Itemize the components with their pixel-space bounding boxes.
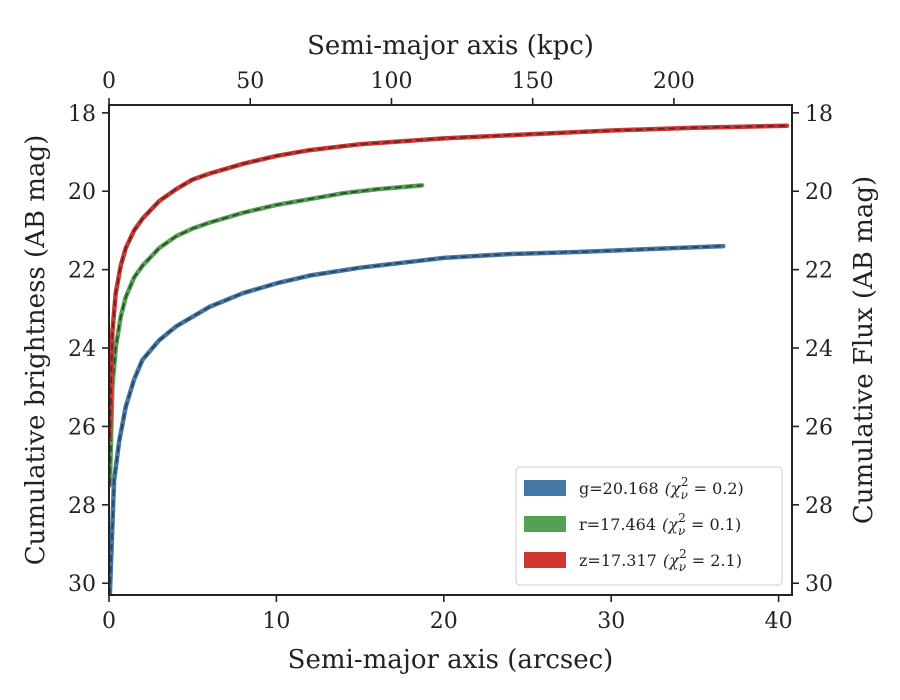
legend-chi-label: (χ: [663, 551, 680, 570]
model-line-z: [109, 124, 787, 439]
y-axis-title: Cumulative brightness (AB mag): [21, 135, 51, 566]
x-axis-title: Semi-major axis (arcsec): [288, 645, 614, 675]
legend-chi-label: (χ: [662, 515, 679, 534]
legend-chi-sub: ν: [678, 524, 685, 538]
legend-label-g: g=20.168 (χν2 = 0.2): [579, 475, 744, 502]
x-tick-label: 40: [765, 609, 793, 634]
legend-chi-value: = 0.1): [686, 515, 741, 534]
right-y-tick-label: 18: [805, 102, 833, 127]
legend-chi-sup: 2: [681, 475, 689, 489]
legend-swatch-g: [524, 480, 566, 496]
top-x-tick-label: 0: [102, 69, 116, 94]
plot-frame: [108, 104, 793, 596]
legend-label-r: r=17.464 (χν2 = 0.1): [579, 511, 741, 538]
top-x-tick-label: 100: [370, 69, 412, 94]
right-y-tick-label: 26: [805, 415, 833, 440]
legend-chi-value: = 2.1): [687, 551, 742, 570]
right-y-tick-label: 24: [805, 337, 833, 362]
legend-chi-sub: ν: [679, 560, 686, 574]
y-tick-label: 20: [68, 180, 96, 205]
right-y-tick-label: 28: [805, 494, 833, 519]
model-line-r: [109, 184, 423, 486]
x-tick-label: 10: [262, 609, 290, 634]
top-x-tick-label: 150: [512, 69, 554, 94]
legend-chi-sub: ν: [681, 488, 688, 502]
legend-chi-sup: 2: [679, 547, 687, 561]
y-tick-label: 24: [68, 337, 96, 362]
y-tick-label: 26: [68, 415, 96, 440]
legend-label: r=17.464: [579, 515, 656, 534]
right-y-tick-label: 22: [805, 259, 833, 284]
legend: g=20.168 (χν2 = 0.2)r=17.464 (χν2 = 0.1)z=…: [515, 466, 783, 586]
legend-swatch-r: [524, 516, 566, 532]
right-y-tick-label: 20: [805, 180, 833, 205]
y-tick-label: 18: [68, 102, 96, 127]
curves: [109, 123, 790, 595]
series-line-r: [109, 183, 425, 488]
y-tick-label: 28: [68, 494, 96, 519]
y-tick-label: 22: [68, 259, 96, 284]
legend-label: g=20.168: [579, 479, 659, 498]
top-x-axis-title: Semi-major axis (kpc): [307, 31, 594, 61]
legend-box: [515, 466, 783, 586]
legend-label-z: z=17.317 (χν2 = 2.1): [579, 547, 742, 574]
top-x-tick-label: 200: [653, 69, 695, 94]
legend-chi-sup: 2: [678, 511, 686, 525]
model-line-g: [109, 245, 724, 595]
right-y-tick-label: 30: [805, 572, 833, 597]
legend-chi-value: = 0.2): [689, 479, 744, 498]
legend-chi-label: (χ: [665, 479, 682, 498]
legend-label: z=17.317: [579, 551, 657, 570]
legend-swatch-z: [524, 552, 566, 568]
y-tick-label: 30: [68, 572, 96, 597]
x-tick-label: 30: [597, 609, 625, 634]
plot-layer: [109, 123, 790, 595]
top-x-tick-label: 50: [236, 69, 264, 94]
x-tick-label: 0: [102, 609, 116, 634]
x-tick-label: 20: [430, 609, 458, 634]
right-y-axis-title: Cumulative Flux (AB mag): [849, 176, 879, 524]
